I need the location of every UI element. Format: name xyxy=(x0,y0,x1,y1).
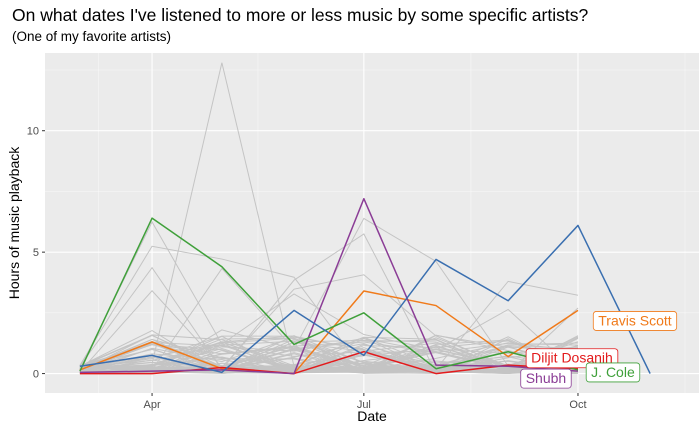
end-label-box xyxy=(520,368,572,389)
x-axis-title: Date xyxy=(357,408,387,424)
series-line-shubh xyxy=(79,197,579,375)
y-tick-label: 10 xyxy=(27,126,39,138)
chart-subtitle: (One of my favorite artists) xyxy=(12,29,172,44)
chart-title: On what dates I've listened to more or l… xyxy=(12,5,589,25)
background-line xyxy=(79,245,579,372)
series-line-drake xyxy=(79,224,651,374)
x-tick-label: Jul xyxy=(357,399,371,411)
end-label-travis-scott: Travis Scott xyxy=(592,311,678,331)
y-axis-title: Hours of music playback xyxy=(6,146,22,300)
end-label-box xyxy=(585,362,641,383)
end-label-text: J. Cole xyxy=(591,364,635,380)
background-line xyxy=(79,342,579,373)
end-label-text: Travis Scott xyxy=(598,312,671,328)
y-tick-label: 0 xyxy=(33,369,39,381)
background-line xyxy=(151,62,295,367)
end-label-box xyxy=(592,311,678,331)
series-line-j-cole xyxy=(79,217,579,372)
end-label-text: Shubh xyxy=(526,370,566,386)
x-tick-label: Apr xyxy=(143,399,160,411)
background-line xyxy=(79,220,579,374)
x-tick-label: Oct xyxy=(569,399,586,411)
end-label-j-cole: J. Cole xyxy=(585,362,641,383)
background-line xyxy=(79,360,578,373)
y-tick-label: 5 xyxy=(33,247,39,259)
background-line xyxy=(79,347,578,372)
end-label-text: Diljit Dosanjh xyxy=(531,350,613,366)
end-label-shubh: Shubh xyxy=(520,368,572,389)
